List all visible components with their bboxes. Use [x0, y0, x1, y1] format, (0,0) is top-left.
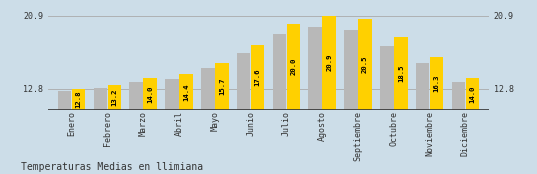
- Text: 14.4: 14.4: [183, 83, 189, 101]
- Bar: [165, 79, 179, 174]
- Bar: [57, 91, 71, 174]
- Bar: [272, 34, 286, 174]
- Bar: [380, 46, 394, 174]
- Bar: [201, 68, 214, 174]
- Bar: [323, 16, 336, 174]
- Bar: [108, 85, 121, 174]
- Text: 16.3: 16.3: [434, 75, 440, 92]
- Bar: [179, 74, 193, 174]
- Bar: [452, 82, 465, 174]
- Text: 12.8: 12.8: [76, 90, 82, 108]
- Text: 17.6: 17.6: [255, 69, 260, 86]
- Text: 13.2: 13.2: [112, 89, 118, 106]
- Text: 20.0: 20.0: [291, 58, 296, 76]
- Bar: [287, 24, 300, 174]
- Text: 18.5: 18.5: [398, 65, 404, 82]
- Bar: [308, 27, 322, 174]
- Bar: [430, 57, 444, 174]
- Text: Temperaturas Medias en llimiana: Temperaturas Medias en llimiana: [21, 162, 204, 172]
- Bar: [129, 82, 143, 174]
- Bar: [143, 78, 157, 174]
- Bar: [394, 37, 408, 174]
- Bar: [215, 63, 229, 174]
- Text: 20.9: 20.9: [326, 54, 332, 71]
- Text: 14.0: 14.0: [147, 85, 153, 102]
- Bar: [344, 30, 358, 174]
- Bar: [93, 88, 107, 174]
- Text: 14.0: 14.0: [469, 85, 475, 102]
- Bar: [237, 53, 250, 174]
- Text: 15.7: 15.7: [219, 77, 225, 95]
- Bar: [416, 64, 429, 174]
- Bar: [358, 19, 372, 174]
- Bar: [466, 78, 480, 174]
- Bar: [251, 45, 265, 174]
- Bar: [72, 89, 85, 174]
- Text: 20.5: 20.5: [362, 56, 368, 73]
